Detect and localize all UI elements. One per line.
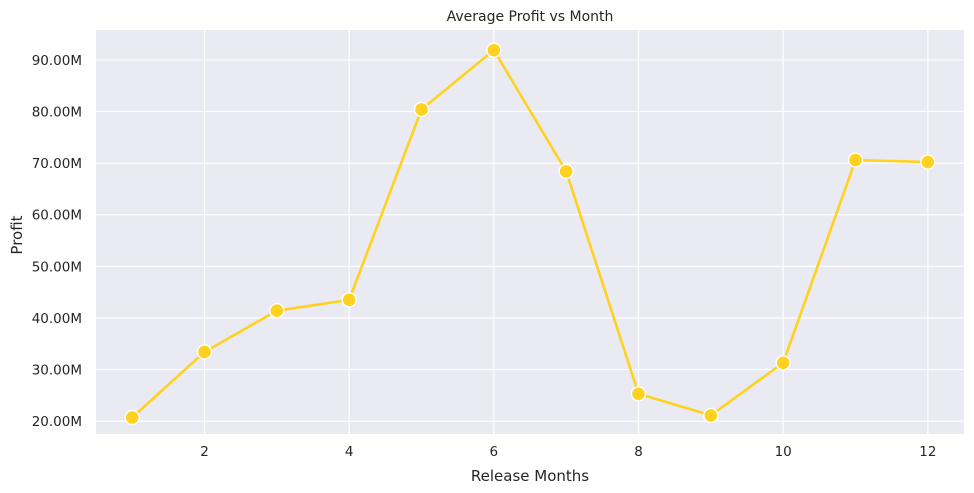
plot-area xyxy=(96,30,964,434)
y-tick-label: 40.00M xyxy=(32,311,82,327)
series-line xyxy=(131,48,928,419)
y-tick-label: 90.00M xyxy=(32,53,82,69)
x-tick-label: 4 xyxy=(345,444,354,460)
y-tick-label: 20.00M xyxy=(32,414,82,430)
y-tick-label: 70.00M xyxy=(32,156,82,172)
data-point xyxy=(558,163,574,180)
y-tick-label: 80.00M xyxy=(32,105,82,121)
y-tick-label: 30.00M xyxy=(32,363,82,379)
data-point xyxy=(124,409,140,426)
y-axis-label: Profit xyxy=(8,215,26,254)
x-tick-label: 12 xyxy=(919,444,936,460)
x-tick-labels: 2 4 6 8 10 12 xyxy=(200,444,936,460)
x-axis-label: Release Months xyxy=(471,467,589,485)
series-layer xyxy=(124,42,936,426)
x-tick-label: 6 xyxy=(490,444,499,460)
y-tick-label: 60.00M xyxy=(32,208,82,224)
y-gridlines xyxy=(96,59,964,422)
x-tick-label: 8 xyxy=(634,444,643,460)
data-point xyxy=(630,386,647,402)
data-point xyxy=(413,101,430,118)
y-tick-labels: 20.00M 30.00M 40.00M 50.00M 60.00M 70.00M 80.0… xyxy=(32,53,82,430)
data-point xyxy=(703,407,719,424)
data-point xyxy=(341,292,357,308)
data-point xyxy=(269,302,285,319)
data-point xyxy=(196,344,213,360)
chart-title: Average Profit vs Month xyxy=(447,9,614,25)
data-point xyxy=(775,355,791,371)
y-tick-label: 50.00M xyxy=(32,259,82,275)
data-point xyxy=(920,154,936,170)
x-tick-label: 10 xyxy=(775,444,792,460)
x-tick-label: 2 xyxy=(200,444,209,460)
data-point xyxy=(847,152,864,168)
data-point xyxy=(486,42,502,58)
